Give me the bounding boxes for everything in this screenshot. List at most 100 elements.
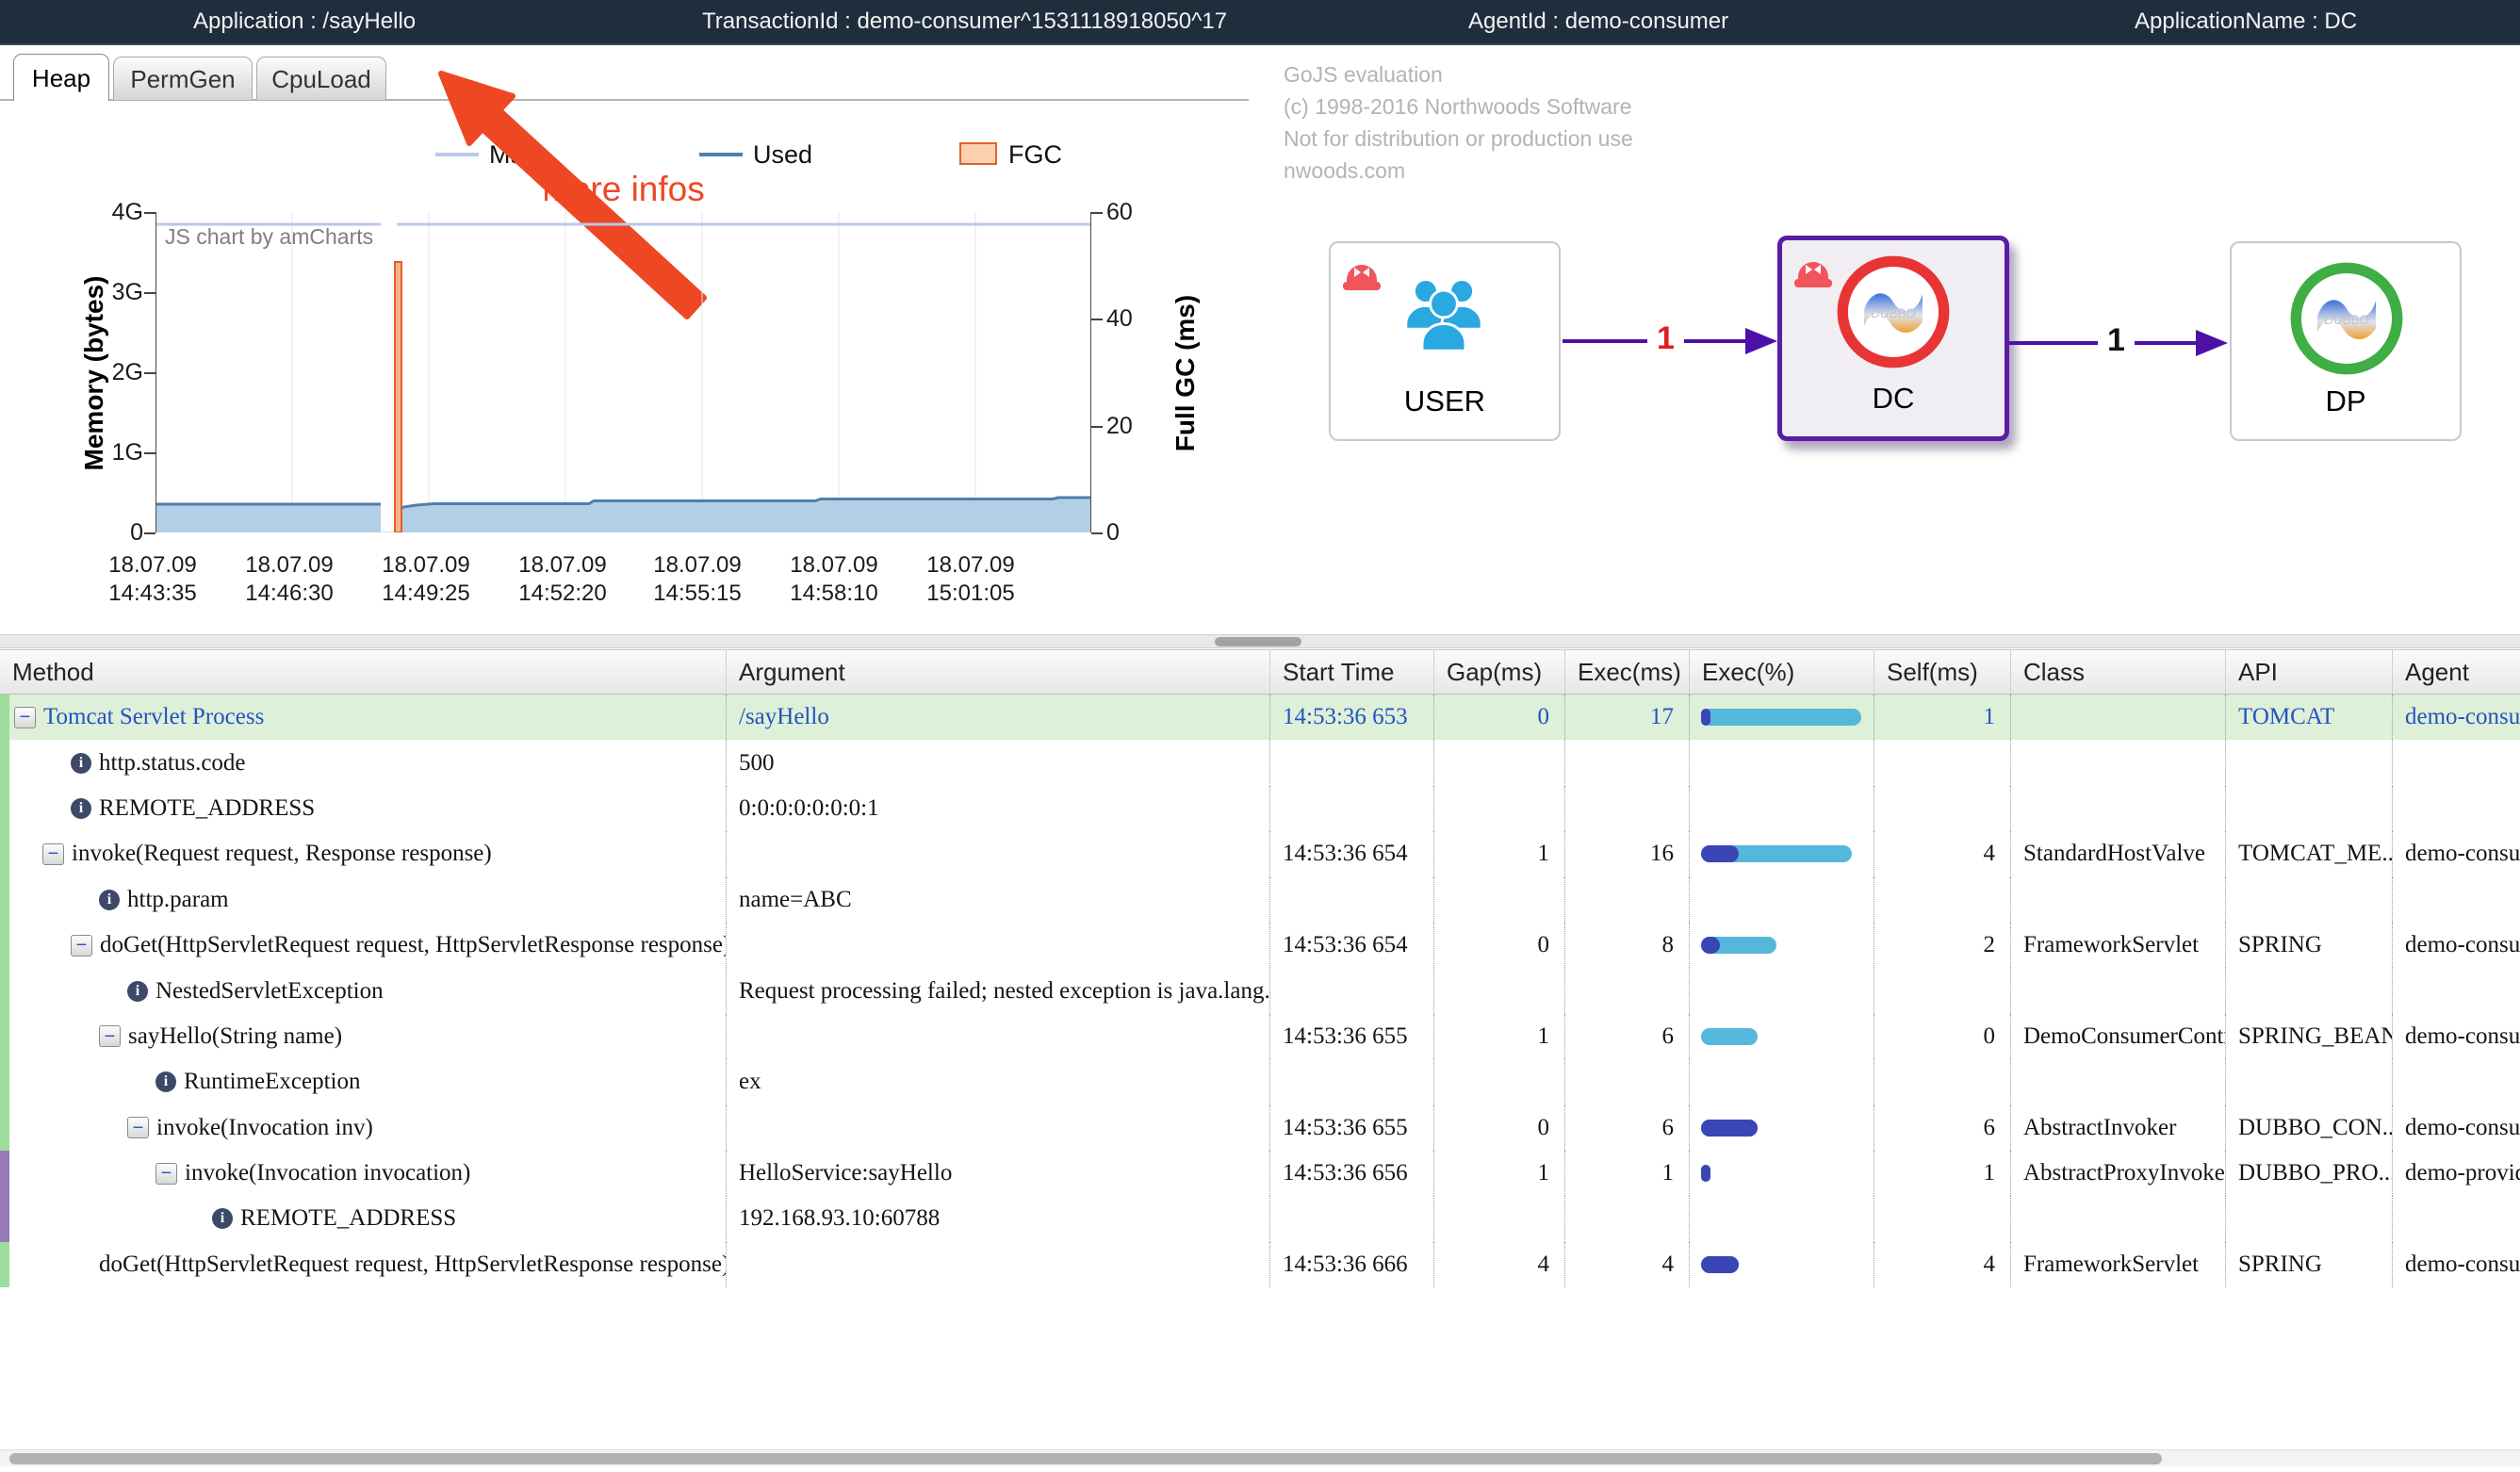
scrollbar-thumb[interactable]	[9, 1453, 2162, 1464]
collapse-icon[interactable]: −	[14, 706, 36, 728]
start-time-cell: 14:53:36 656	[1269, 1150, 1433, 1197]
exec-percent-cell	[1689, 740, 1874, 786]
info-icon: i	[71, 797, 91, 819]
scrollbar-thumb[interactable]	[1215, 637, 1301, 646]
legend-used-label[interactable]: Used	[753, 140, 813, 169]
column-header-agent[interactable]: Agent	[2392, 650, 2520, 694]
gap-cell	[1433, 785, 1564, 832]
tab-permgen[interactable]: PermGen	[113, 57, 253, 100]
used-area-segment-2	[397, 498, 1091, 532]
class-cell: DemoConsumerContr...	[2010, 1013, 2225, 1060]
gap-cell: 1	[1433, 1013, 1564, 1060]
server-map-node-dp[interactable]: DUBBO DP	[2230, 241, 2462, 441]
column-header-api[interactable]: API	[2225, 650, 2392, 694]
collapse-icon[interactable]: −	[127, 1117, 149, 1139]
agent-cell	[2392, 1196, 2520, 1242]
class-cell	[2010, 695, 2225, 741]
call-tree-row: − sayHello(String name) 14:53:36 655 1 6 0 Dem…	[0, 1013, 2520, 1060]
tab-cpuload[interactable]: CpuLoad	[256, 57, 386, 100]
column-header-class[interactable]: Class	[2010, 650, 2225, 694]
gap-cell	[1433, 1196, 1564, 1242]
class-cell	[2010, 968, 2225, 1014]
exec-cell	[1564, 968, 1689, 1014]
agent-color-strip	[0, 922, 9, 969]
exec-percent-cell	[1689, 876, 1874, 923]
info-icon: i	[127, 980, 148, 1002]
column-header-start-time[interactable]: Start Time	[1269, 650, 1433, 694]
call-tree-row: i REMOTE_ADDRESS 192.168.93.10:60788	[0, 1196, 2520, 1242]
class-cell: AbstractProxyInvoker	[2010, 1150, 2225, 1197]
call-tree-body: − Tomcat Servlet Process/sayHello 14:53:36…	[0, 695, 2520, 1288]
right-axis-tick: 20	[1106, 412, 1133, 439]
class-cell: StandardHostValve	[2010, 831, 2225, 877]
method-name: RuntimeException	[184, 1069, 361, 1095]
agent-cell	[2392, 785, 2520, 832]
agent-color-strip	[0, 831, 9, 877]
call-tree-row: − Tomcat Servlet Process/sayHello 14:53:36…	[0, 695, 2520, 741]
exec-percent-bar	[1701, 709, 1861, 727]
self-cell	[1874, 968, 2010, 1014]
method-name: http.status.code	[99, 749, 246, 776]
tab-heap[interactable]: Heap	[13, 54, 109, 101]
start-time-cell	[1269, 785, 1433, 832]
exec-percent-cell	[1689, 1013, 1874, 1060]
api-cell: TOMCAT_ME...	[2225, 831, 2392, 877]
amcharts-watermark: JS chart by amCharts	[165, 224, 374, 249]
x-axis-tick: 18.07.09 15:01:05	[926, 552, 1015, 606]
column-header-self-ms-[interactable]: Self(ms)	[1874, 650, 2010, 694]
legend-fgc-label[interactable]: FGC	[1008, 140, 1062, 169]
exec-cell	[1564, 740, 1689, 786]
call-tree-row: i NestedServletException Request processin…	[0, 968, 2520, 1014]
more-infos-annotation: More infos	[542, 170, 705, 208]
x-axis-tick: 18.07.09 14:52:20	[518, 552, 607, 606]
column-header-exec-%-[interactable]: Exec(%)	[1689, 650, 1874, 694]
argument-cell	[726, 1013, 1269, 1060]
method-name: REMOTE_ADDRESS	[99, 794, 316, 821]
server-map-node-user[interactable]: USER	[1329, 241, 1561, 441]
x-axis-tick: 18.07.09 14:58:10	[790, 552, 878, 606]
agent-cell	[2392, 740, 2520, 786]
left-axis-tick: 4G	[111, 199, 143, 225]
table-horizontal-scrollbar[interactable]	[0, 634, 2520, 648]
exec-cell: 4	[1564, 1241, 1689, 1288]
argument-cell: 192.168.93.10:60788	[726, 1196, 1269, 1242]
info-icon: i	[212, 1208, 233, 1230]
page-horizontal-scrollbar[interactable]	[0, 1449, 2520, 1466]
exec-cell: 1	[1564, 1150, 1689, 1197]
method-name[interactable]: Tomcat Servlet Process	[43, 704, 265, 730]
column-header-gap-ms-[interactable]: Gap(ms)	[1433, 650, 1564, 694]
gap-cell: 0	[1433, 922, 1564, 969]
application-name-label: ApplicationName : DC	[2135, 8, 2358, 34]
collapse-icon[interactable]: −	[71, 934, 92, 957]
agent-cell: demo-consume	[2392, 1104, 2520, 1151]
self-cell	[1874, 1196, 2010, 1242]
api-cell	[2225, 1196, 2392, 1242]
collapse-icon[interactable]: −	[155, 1162, 177, 1185]
column-header-argument[interactable]: Argument	[726, 650, 1269, 694]
class-cell: AbstractInvoker	[2010, 1104, 2225, 1151]
server-map-node-dc[interactable]: DUBBO DC	[1777, 236, 2009, 441]
method-name: http.param	[127, 886, 229, 912]
start-time-cell	[1269, 1059, 1433, 1105]
class-cell	[2010, 1196, 2225, 1242]
column-header-method[interactable]: Method	[12, 658, 94, 686]
exec-cell: 6	[1564, 1104, 1689, 1151]
argument-cell: Request processing failed; nested except…	[726, 968, 1269, 1014]
argument-cell: 0:0:0:0:0:0:0:1	[726, 785, 1269, 832]
self-time-bar	[1701, 937, 1720, 955]
right-axis-tick: 40	[1106, 305, 1133, 333]
collapse-icon[interactable]: −	[42, 842, 64, 865]
svg-text:DUBBO: DUBBO	[1871, 306, 1916, 320]
transaction-id-label: TransactionId : demo-consumer^1531118918…	[702, 8, 1228, 34]
argument-cell: ex	[726, 1059, 1269, 1105]
info-icon: i	[99, 889, 120, 910]
argument-cell: HelloService:sayHello	[726, 1150, 1269, 1197]
right-axis-tick: 60	[1106, 199, 1133, 225]
agent-cell: demo-provider	[2392, 1150, 2520, 1197]
collapse-icon[interactable]: −	[99, 1025, 121, 1048]
gap-cell	[1433, 740, 1564, 786]
call-tree-row: i RuntimeException ex	[0, 1059, 2520, 1105]
column-header-exec-ms-[interactable]: Exec(ms)	[1564, 650, 1689, 694]
call-tree-row: i http.param name=ABC	[0, 876, 2520, 923]
